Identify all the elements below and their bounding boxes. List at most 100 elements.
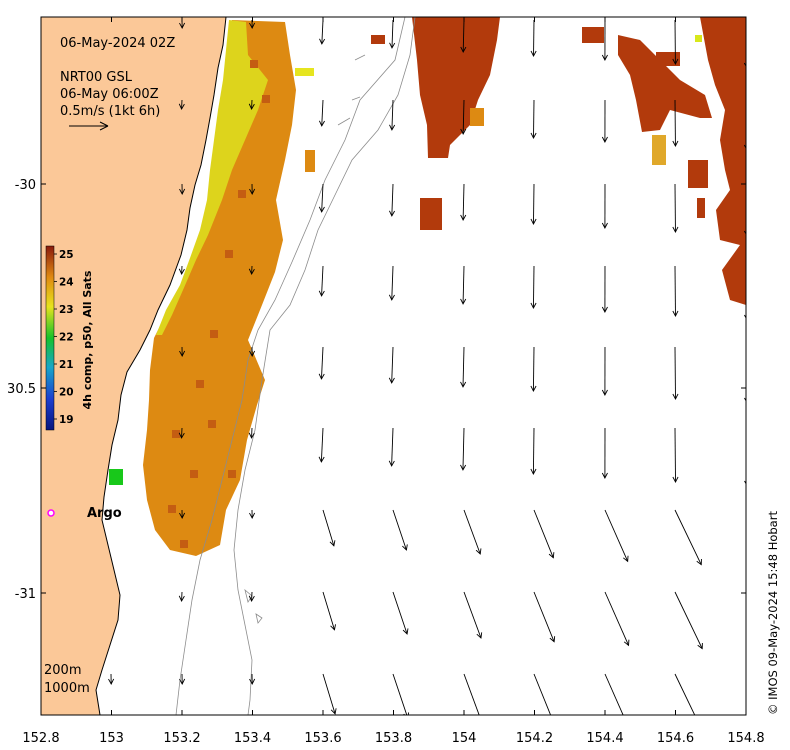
current-arrow xyxy=(322,509,336,547)
scale-label: 0.5m/s (1kt 6h) xyxy=(60,104,160,119)
current-arrow xyxy=(744,428,746,485)
current-arrow xyxy=(601,346,608,396)
current-arrow xyxy=(249,673,256,685)
current-arrow xyxy=(533,509,555,559)
colorbar-tick-label: 19 xyxy=(59,414,74,426)
current-arrow xyxy=(460,19,467,53)
current-arrow xyxy=(530,99,537,139)
current-arrow xyxy=(672,346,679,400)
current-arrow xyxy=(389,99,396,131)
current-arrow xyxy=(179,673,186,685)
current-arrow xyxy=(178,265,185,275)
contour-1000m-label: 1000m xyxy=(44,681,90,696)
colorbar xyxy=(45,245,55,431)
current-arrow xyxy=(601,19,608,61)
current-arrow xyxy=(530,19,537,57)
current-arrow xyxy=(604,673,624,715)
current-arrow xyxy=(178,99,185,110)
y-axis-ticks xyxy=(41,183,746,594)
current-arrow xyxy=(674,509,702,566)
x-axis-labels: 152.8 153 153.2 153.4 153.6 153.8 154 154.2 154.… xyxy=(22,731,764,746)
current-arrow xyxy=(249,183,256,195)
current-arrow xyxy=(248,427,255,439)
sst-offshore-fleck xyxy=(305,150,315,172)
colorbar-tick-label: 20 xyxy=(59,387,74,399)
current-arrow xyxy=(530,427,537,475)
x-tick-label: 153.4 xyxy=(234,731,271,746)
credit-text: © IMOS 09-May-2024 15:48 Hobart xyxy=(766,511,780,715)
current-arrow xyxy=(533,673,552,715)
current-arrow xyxy=(249,346,256,357)
current-arrow xyxy=(178,427,185,439)
x-tick-label: 154.8 xyxy=(727,731,764,746)
current-arrow xyxy=(672,99,679,147)
current-arrow xyxy=(601,183,608,229)
current-arrow xyxy=(601,99,608,143)
current-arrow xyxy=(604,509,629,563)
x-tick-label: 152.8 xyxy=(22,731,59,746)
sst-cool-strip xyxy=(156,20,268,335)
current-arrow xyxy=(604,591,630,647)
current-arrow xyxy=(674,673,696,715)
contour-1000m xyxy=(233,17,416,715)
contour-200m-label: 200m xyxy=(44,663,81,678)
sst-green-pixel xyxy=(109,469,123,485)
map-date: 06-May-2024 02Z xyxy=(60,36,175,51)
current-arrow xyxy=(318,99,325,127)
current-arrow xyxy=(108,673,115,685)
x-tick-label: 153 xyxy=(99,731,124,746)
current-arrow xyxy=(744,266,746,319)
sst-hot-fleck xyxy=(656,52,680,66)
sst-warm-fleck xyxy=(470,108,484,126)
current-arrow xyxy=(319,19,326,45)
current-arrow xyxy=(178,591,185,602)
current-arrow xyxy=(249,509,256,519)
current-arrow xyxy=(672,427,679,483)
current-arrow xyxy=(463,673,480,715)
sst-hot-eddy-east xyxy=(582,17,746,305)
land-area xyxy=(41,17,226,715)
x-axis-ticks xyxy=(40,17,747,715)
current-arrow xyxy=(743,100,746,149)
current-arrow xyxy=(460,99,467,135)
current-arrow xyxy=(460,346,467,388)
current-arrow xyxy=(460,183,467,221)
current-arrow xyxy=(743,184,746,235)
current-vectors xyxy=(108,19,746,715)
current-arrow xyxy=(460,265,467,305)
current-arrow xyxy=(463,591,483,639)
colorbar-tick-label: 23 xyxy=(59,304,74,316)
current-arrow xyxy=(318,183,325,213)
current-arrow xyxy=(248,265,255,275)
y-tick-label: -30 xyxy=(15,178,36,193)
sst-yellow-fleck xyxy=(295,68,314,76)
colorbar-tick-label: 24 xyxy=(59,277,74,289)
current-arrow xyxy=(388,427,395,467)
current-arrow xyxy=(530,346,537,392)
y-tick-label: -31 xyxy=(15,587,36,602)
current-arrow xyxy=(744,347,746,402)
current-arrow xyxy=(533,591,556,643)
current-arrow xyxy=(601,265,608,313)
sst-speckles xyxy=(168,60,270,548)
sst-yellow-fleck-2 xyxy=(695,35,702,42)
colorbar-tick-label: 25 xyxy=(59,249,74,261)
current-arrow xyxy=(463,509,482,555)
contour-200m xyxy=(175,17,406,715)
x-tick-label: 154.6 xyxy=(657,731,694,746)
x-tick-label: 154 xyxy=(452,731,477,746)
colorbar-tick-label: 21 xyxy=(59,359,74,371)
current-arrow xyxy=(318,346,325,380)
x-tick-label: 153.6 xyxy=(304,731,341,746)
current-arrow xyxy=(248,591,255,602)
x-tick-label: 154.4 xyxy=(586,731,623,746)
x-tick-label: 154.2 xyxy=(516,731,553,746)
current-time: 06-May 06:00Z xyxy=(60,87,159,102)
product-name: NRT00 GSL xyxy=(60,70,133,85)
current-arrow xyxy=(322,591,336,631)
current-arrow xyxy=(248,99,255,110)
argo-label: Argo xyxy=(87,506,122,521)
current-arrow xyxy=(318,265,325,297)
current-arrow xyxy=(672,19,679,65)
coastline xyxy=(95,17,227,715)
